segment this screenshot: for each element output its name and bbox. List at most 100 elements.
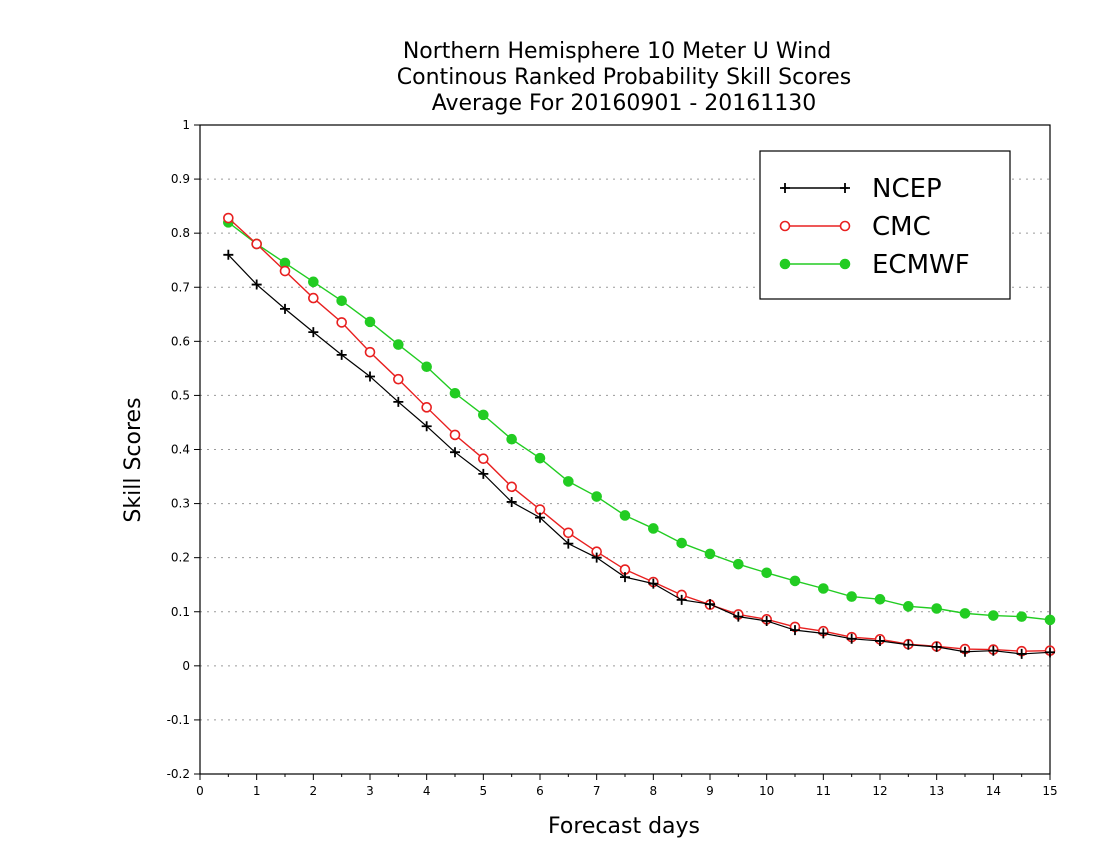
y-axis: -0.2 -0.1 0 0.1 0.2 0.3 0.4 0.5 0.6 0.7 0.8 0.9 1 bbox=[167, 118, 200, 781]
chart-title: Northern Hemisphere 10 Meter U Wind Cont… bbox=[397, 39, 851, 116]
data-point bbox=[903, 639, 914, 650]
data-point bbox=[535, 512, 545, 523]
data-point bbox=[449, 429, 461, 441]
data-point bbox=[1044, 614, 1056, 626]
data-point bbox=[563, 538, 574, 549]
data-point bbox=[676, 594, 687, 605]
data-point bbox=[421, 402, 432, 413]
series-ncep bbox=[223, 249, 1055, 659]
data-point bbox=[704, 548, 716, 560]
data-point bbox=[1016, 648, 1027, 659]
legend-box bbox=[759, 150, 1011, 300]
data-point bbox=[393, 339, 404, 350]
y-tick-label: -0.2 bbox=[167, 767, 190, 781]
data-point bbox=[478, 453, 489, 464]
y-tick-label: 0 bbox=[182, 659, 190, 673]
legend-label: NCEP bbox=[872, 174, 942, 204]
data-point bbox=[846, 591, 857, 602]
data-point bbox=[779, 258, 791, 270]
data-point bbox=[818, 628, 829, 639]
data-point bbox=[790, 625, 800, 636]
data-point bbox=[1016, 611, 1027, 622]
data-point bbox=[308, 292, 319, 304]
data-point bbox=[223, 249, 234, 260]
y-axis-label: Skill Scores bbox=[121, 397, 146, 522]
series-line bbox=[227, 254, 1051, 655]
y-tick-label: 0.3 bbox=[171, 497, 190, 511]
data-point bbox=[960, 646, 970, 657]
chart-title-line-3: Average For 20160901 - 20161130 bbox=[432, 91, 817, 116]
chart-title-line-1: Northern Hemisphere 10 Meter U Wind bbox=[403, 39, 831, 64]
data-point bbox=[591, 491, 602, 502]
x-tick-label: 2 bbox=[310, 784, 318, 798]
data-point bbox=[478, 409, 489, 421]
data-point bbox=[506, 496, 517, 507]
data-point bbox=[336, 317, 347, 328]
x-tick-label: 10 bbox=[759, 784, 774, 798]
data-point bbox=[733, 558, 744, 570]
data-point bbox=[846, 633, 857, 644]
y-tick-label: 0.4 bbox=[171, 443, 190, 457]
data-point bbox=[705, 599, 715, 610]
data-point bbox=[676, 537, 687, 549]
series-layer bbox=[223, 212, 1056, 659]
x-tick-label: 9 bbox=[706, 784, 714, 798]
data-point bbox=[789, 575, 801, 587]
data-point bbox=[988, 610, 999, 621]
y-tick-label: 1 bbox=[182, 118, 190, 132]
data-point bbox=[364, 346, 376, 358]
data-point bbox=[251, 279, 262, 290]
data-point bbox=[450, 447, 460, 458]
legend-label: ECMWF bbox=[872, 250, 970, 280]
data-point bbox=[733, 611, 744, 622]
data-point bbox=[648, 578, 659, 589]
x-tick-label: 15 bbox=[1042, 784, 1057, 798]
y-tick-label: 0.2 bbox=[171, 551, 190, 565]
data-point bbox=[449, 387, 461, 399]
data-point bbox=[336, 349, 347, 360]
y-tick-label: 0.8 bbox=[171, 226, 190, 240]
legend-item-ecmwf: ECMWF bbox=[779, 250, 970, 280]
data-point bbox=[393, 373, 404, 385]
x-axis: 0 1 2 3 4 5 6 7 8 9 10 11 12 13 14 15 bbox=[196, 774, 1058, 798]
y-tick-label: 0.9 bbox=[171, 172, 190, 186]
data-point bbox=[839, 220, 851, 232]
data-point bbox=[959, 608, 971, 619]
x-tick-label: 11 bbox=[816, 784, 831, 798]
data-point bbox=[506, 481, 517, 493]
data-point bbox=[308, 327, 319, 338]
data-point bbox=[364, 316, 376, 328]
legend-label: CMC bbox=[872, 212, 931, 242]
data-point bbox=[534, 452, 546, 464]
data-point bbox=[931, 603, 942, 614]
series-ecmwf bbox=[223, 217, 1056, 626]
y-tick-label: 0.5 bbox=[171, 388, 190, 402]
data-point bbox=[223, 212, 234, 224]
data-point bbox=[421, 421, 432, 432]
data-point bbox=[648, 523, 659, 534]
y-tick-label: 0.7 bbox=[171, 280, 190, 294]
y-tick-label: -0.1 bbox=[167, 713, 190, 727]
data-point bbox=[478, 468, 489, 479]
legend: NCEP CMC ECMWF bbox=[759, 150, 1011, 300]
data-point bbox=[839, 258, 851, 270]
data-point bbox=[393, 396, 404, 407]
y-tick-label: 0.6 bbox=[171, 334, 190, 348]
data-point bbox=[506, 433, 517, 445]
legend-item-cmc: CMC bbox=[779, 212, 931, 242]
x-tick-label: 13 bbox=[929, 784, 944, 798]
x-tick-label: 3 bbox=[366, 784, 374, 798]
data-point bbox=[874, 594, 886, 605]
x-tick-label: 8 bbox=[650, 784, 658, 798]
data-point bbox=[780, 183, 790, 193]
data-point bbox=[365, 371, 375, 382]
data-point bbox=[1045, 647, 1055, 658]
data-point bbox=[421, 361, 432, 373]
data-point bbox=[591, 552, 602, 563]
legend-item-ncep: NCEP bbox=[780, 174, 942, 204]
data-point bbox=[875, 635, 885, 646]
data-point bbox=[251, 238, 262, 250]
data-point bbox=[761, 615, 772, 626]
data-point bbox=[903, 601, 914, 612]
